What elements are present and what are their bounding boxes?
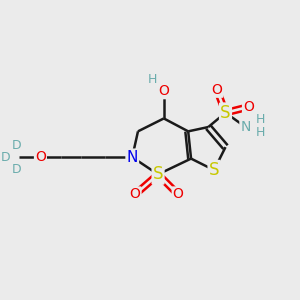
Text: D: D (12, 163, 21, 176)
Text: S: S (153, 165, 163, 183)
Text: S: S (220, 104, 231, 122)
Text: O: O (173, 188, 184, 202)
Text: N: N (127, 150, 138, 165)
Text: S: S (209, 161, 219, 179)
Text: H: H (148, 73, 157, 85)
Text: D: D (12, 139, 21, 152)
Text: O: O (130, 188, 141, 202)
Text: O: O (212, 83, 222, 97)
Text: D: D (1, 151, 11, 164)
Text: O: O (243, 100, 254, 114)
Text: H: H (256, 112, 265, 125)
Text: O: O (158, 84, 169, 98)
Text: N: N (240, 120, 251, 134)
Text: H: H (256, 126, 265, 139)
Text: O: O (35, 150, 46, 164)
